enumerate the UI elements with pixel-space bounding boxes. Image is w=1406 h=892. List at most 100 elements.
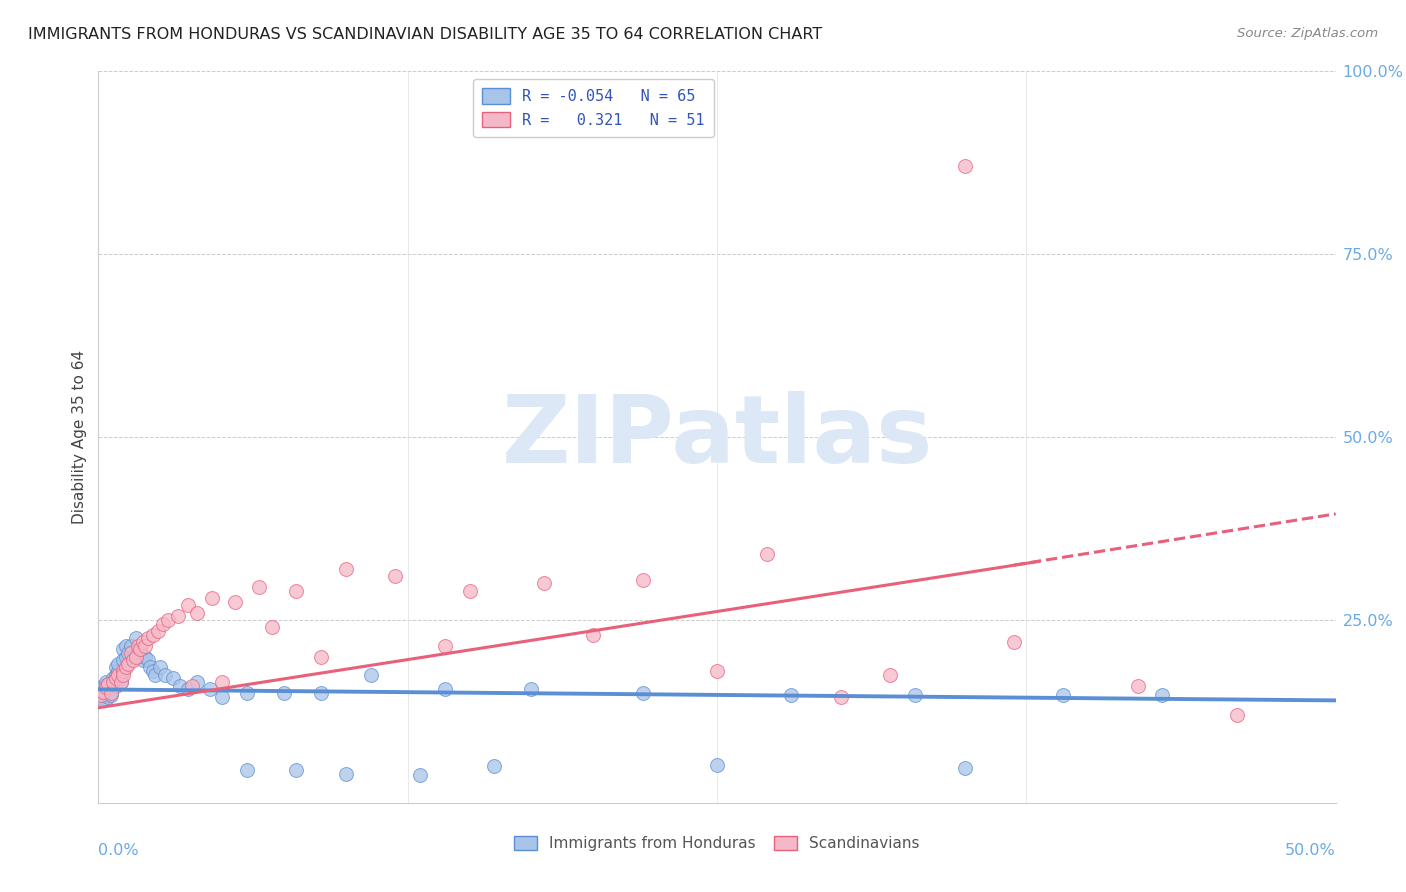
Point [458,583,481,598]
Point [110,675,132,690]
Point [134,639,156,653]
Point [117,657,139,671]
Point [142,664,165,678]
Point [122,653,145,667]
Point [93,686,115,700]
Point [97,677,120,691]
Point [143,667,166,681]
Point [533,576,555,591]
Point [139,660,162,674]
Point [114,639,136,653]
Point [97,677,120,691]
Point [176,599,198,613]
Point [142,627,165,641]
Point [953,761,976,775]
Point [273,686,295,700]
Point [90,688,112,702]
Point [124,649,146,664]
Point [904,688,927,702]
Point [631,573,654,587]
Point [520,682,543,697]
Point [146,624,169,638]
Legend: Immigrants from Honduras, Scandinavians: Immigrants from Honduras, Scandinavians [508,830,927,857]
Point [127,642,149,657]
Point [104,679,127,693]
Point [335,766,357,780]
Point [211,690,233,704]
Point [100,680,122,694]
Point [706,757,728,772]
Point [97,682,120,697]
Point [104,667,127,681]
Point [94,680,117,694]
Point [236,686,259,700]
Point [830,690,852,704]
Point [134,649,156,664]
Point [136,632,159,646]
Point [582,627,605,641]
Point [1226,708,1249,723]
Point [120,646,142,660]
Point [335,562,357,576]
Point [224,594,246,608]
Point [780,688,803,702]
Point [94,675,117,690]
Point [186,675,208,690]
Point [1126,679,1149,693]
Text: 50.0%: 50.0% [1285,843,1336,858]
Point [236,763,259,777]
Point [90,690,112,704]
Point [107,664,129,678]
Text: Source: ZipAtlas.com: Source: ZipAtlas.com [1237,27,1378,40]
Point [198,682,221,697]
Point [114,649,136,664]
Point [409,768,432,782]
Point [103,675,125,690]
Text: ZIPatlas: ZIPatlas [502,391,932,483]
Point [93,684,115,698]
Point [107,667,129,681]
Point [384,569,406,583]
Point [110,675,132,690]
Point [104,672,127,686]
Point [132,635,155,649]
Point [155,667,177,681]
Text: IMMIGRANTS FROM HONDURAS VS SCANDINAVIAN DISABILITY AGE 35 TO 64 CORRELATION CHA: IMMIGRANTS FROM HONDURAS VS SCANDINAVIAN… [28,27,823,42]
Point [100,688,122,702]
Point [260,620,283,634]
Point [1002,635,1025,649]
Point [100,686,122,700]
Point [112,667,135,681]
Point [211,675,233,690]
Y-axis label: Disability Age 35 to 64: Disability Age 35 to 64 [72,350,87,524]
Point [129,642,152,657]
Point [1152,688,1174,702]
Point [309,686,332,700]
Point [122,649,145,664]
Point [149,660,172,674]
Point [169,679,191,693]
Point [136,653,159,667]
Point [90,682,112,697]
Point [112,664,135,678]
Point [360,667,382,681]
Point [120,639,142,653]
Point [104,660,127,674]
Point [114,660,136,674]
Point [484,759,506,773]
Point [129,646,152,660]
Point [433,639,456,653]
Point [94,688,117,702]
Point [124,632,146,646]
Point [166,609,188,624]
Point [94,680,117,694]
Point [879,667,901,681]
Point [103,675,125,690]
Point [755,547,778,561]
Point [112,653,135,667]
Point [201,591,224,605]
Point [1052,688,1074,702]
Point [117,646,139,660]
Point [309,649,332,664]
Text: 0.0%: 0.0% [98,843,139,858]
